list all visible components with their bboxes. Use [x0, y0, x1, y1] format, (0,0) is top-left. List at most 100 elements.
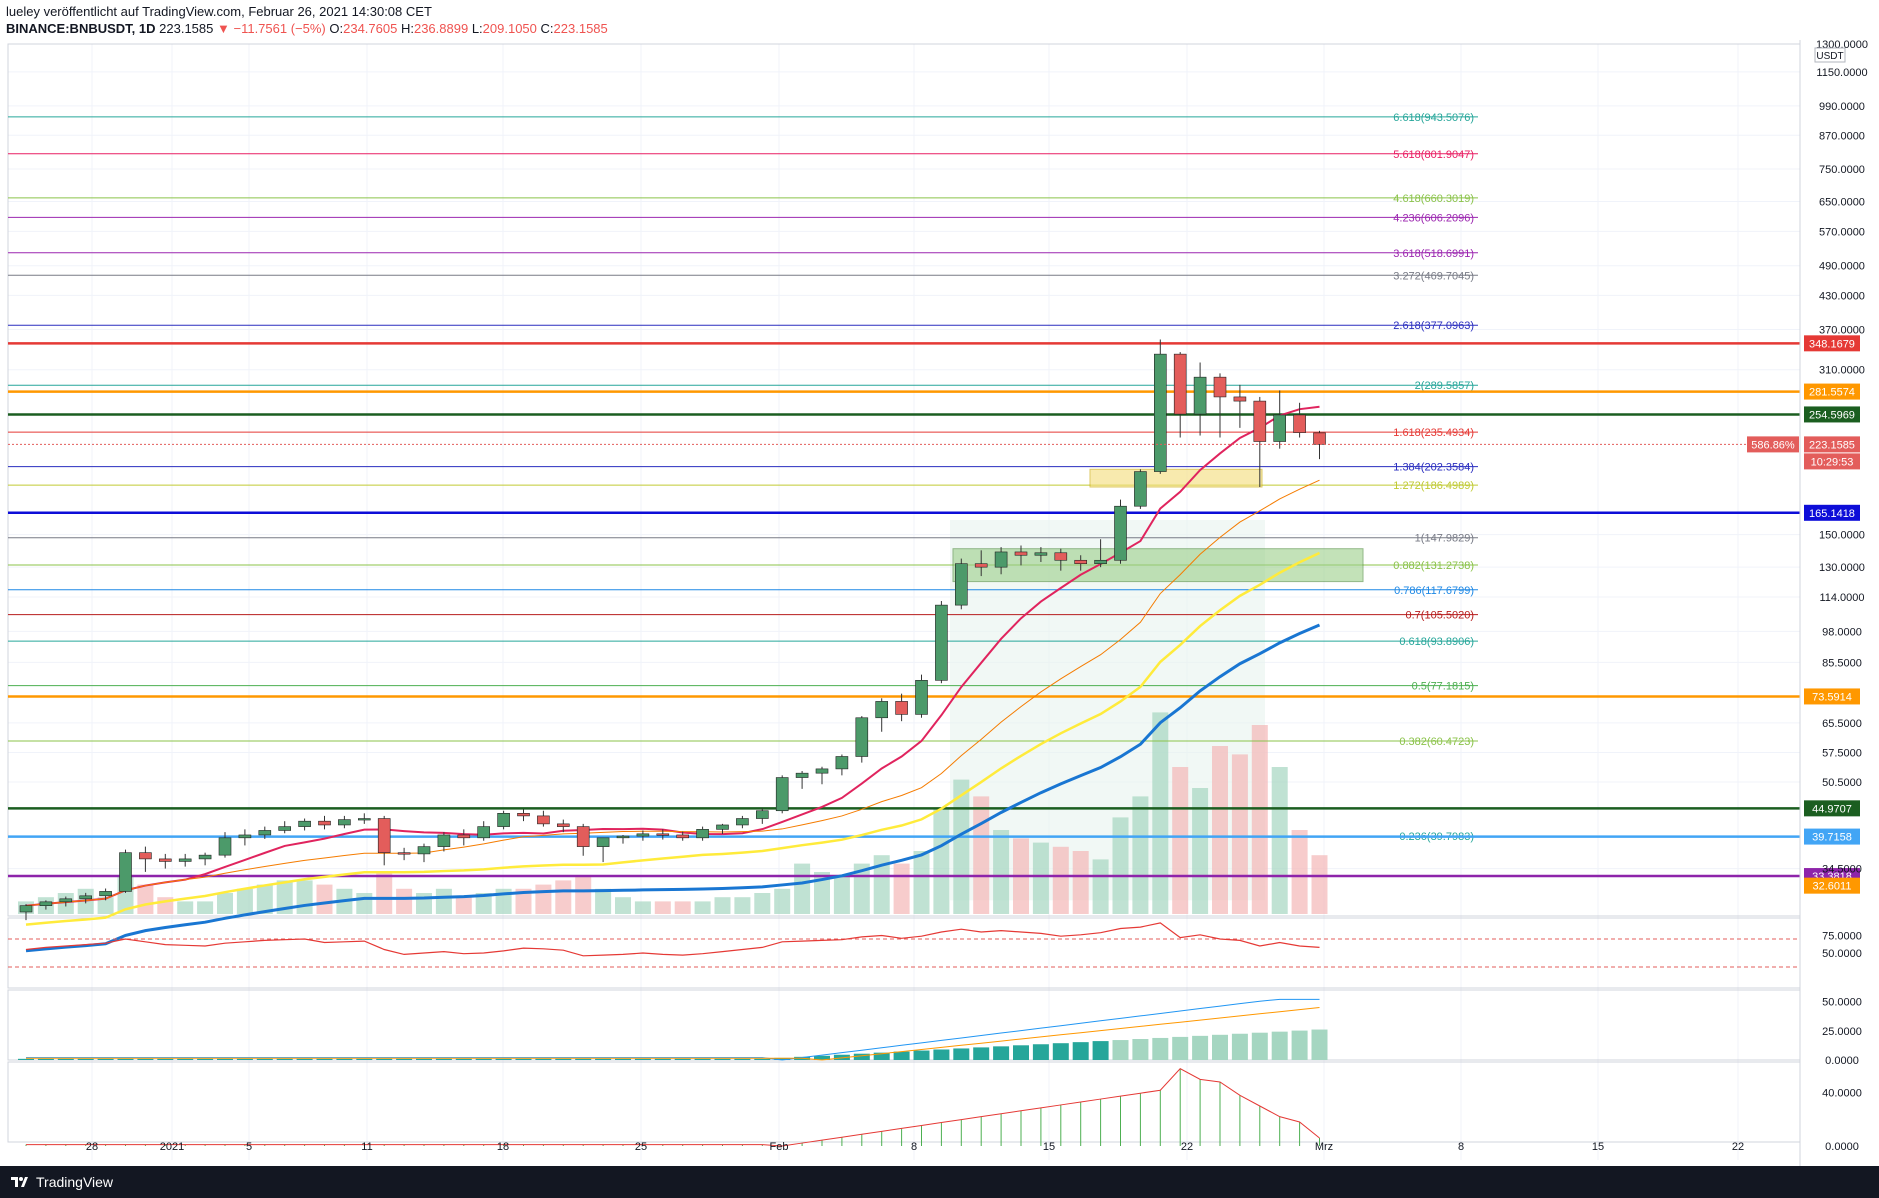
candle-body[interactable]: [119, 852, 132, 892]
volume-bar: [1192, 788, 1209, 914]
candle-body[interactable]: [298, 820, 311, 827]
tradingview-logo-icon[interactable]: [10, 1172, 30, 1192]
dmi-hist-bar: [77, 1058, 94, 1060]
time-axis-tick: 2021: [160, 1141, 184, 1153]
candle-body[interactable]: [59, 898, 73, 903]
candle-body[interactable]: [1193, 376, 1207, 415]
candle-body[interactable]: [517, 813, 530, 817]
candle-body[interactable]: [954, 563, 968, 606]
volume-bar: [276, 880, 293, 914]
candle-body[interactable]: [537, 815, 550, 825]
candle-body[interactable]: [636, 833, 650, 837]
candle-body[interactable]: [278, 826, 292, 831]
volume-bar: [316, 884, 333, 914]
candle-body[interactable]: [815, 768, 829, 774]
dmi-hist-bar: [1032, 1044, 1049, 1060]
brand-name[interactable]: TradingView: [36, 1174, 114, 1190]
support-zone-green[interactable]: [952, 548, 1364, 583]
candle-body[interactable]: [79, 895, 92, 900]
candle-body[interactable]: [676, 834, 690, 839]
candle-body[interactable]: [835, 756, 849, 770]
dmi-hist-bar: [157, 1058, 174, 1060]
candle-body[interactable]: [656, 833, 670, 836]
candle-body[interactable]: [178, 858, 192, 862]
candle-body[interactable]: [238, 834, 252, 839]
volume-bar: [575, 876, 592, 914]
candle-body[interactable]: [755, 810, 769, 819]
dmi-hist-bar: [97, 1058, 114, 1060]
candle-body[interactable]: [1293, 414, 1306, 433]
candle-body[interactable]: [437, 834, 451, 847]
candle-body[interactable]: [1094, 559, 1107, 564]
candle-body[interactable]: [616, 835, 630, 839]
candle-body[interactable]: [338, 819, 351, 826]
candle-body[interactable]: [19, 905, 33, 913]
price-chart[interactable]: 6.618(943.5076) 5.618(801.9047) 4.618(660.…: [0, 40, 1879, 1166]
candle-body[interactable]: [318, 820, 331, 826]
open-label: O:: [329, 21, 344, 36]
candle-body[interactable]: [795, 772, 809, 778]
candle-body[interactable]: [974, 563, 988, 568]
candle-body[interactable]: [1014, 551, 1028, 556]
candle-body[interactable]: [1154, 353, 1167, 472]
candle-body[interactable]: [497, 813, 510, 827]
price-axis-tick: 34.5000: [1822, 864, 1862, 876]
candle-body[interactable]: [159, 858, 172, 862]
price-axis-tick: 430.0000: [1819, 290, 1865, 302]
candle-body[interactable]: [1134, 471, 1147, 507]
price-tag-bg: [1804, 383, 1860, 400]
candle-body[interactable]: [895, 701, 908, 715]
dmi-axis-tick: 50.0000: [1822, 997, 1862, 1009]
candle-body[interactable]: [1074, 559, 1087, 564]
candle-body[interactable]: [1233, 396, 1247, 402]
candle-body[interactable]: [875, 701, 889, 719]
dmi-hist-bar: [774, 1057, 791, 1060]
dmi-hist-bar: [913, 1050, 930, 1060]
candle-body[interactable]: [1273, 414, 1286, 442]
candle-body[interactable]: [198, 854, 212, 860]
candle-body[interactable]: [139, 852, 152, 860]
candle-body[interactable]: [397, 852, 411, 855]
candle-body[interactable]: [736, 818, 749, 826]
candle-body[interactable]: [99, 891, 112, 897]
candle-body[interactable]: [556, 823, 570, 827]
candle-body[interactable]: [716, 824, 729, 830]
candle-body[interactable]: [596, 837, 610, 847]
candle-body[interactable]: [377, 818, 391, 853]
support-zone-yellow[interactable]: [1089, 468, 1263, 488]
candle-body[interactable]: [1213, 376, 1227, 398]
dmi-hist-bar: [1172, 1036, 1189, 1060]
candle-body[interactable]: [994, 551, 1008, 568]
candle-body[interactable]: [1313, 432, 1326, 445]
candle-body[interactable]: [1173, 353, 1187, 415]
countdown-tag-bg: [1804, 453, 1860, 470]
price-axis-tick: 990.0000: [1819, 101, 1865, 113]
candle-body[interactable]: [39, 901, 53, 906]
dmi-hist-bar: [435, 1058, 452, 1060]
candle-body[interactable]: [1034, 552, 1048, 556]
candle-body[interactable]: [218, 837, 232, 856]
candle-body[interactable]: [357, 818, 371, 821]
candle-body[interactable]: [935, 604, 948, 681]
time-axis-tick: 18: [497, 1141, 509, 1153]
candle-body[interactable]: [696, 829, 709, 839]
candle-body[interactable]: [915, 680, 928, 715]
horizontal-level-tag: 348.1679: [1809, 338, 1855, 350]
candle-body[interactable]: [1253, 400, 1267, 442]
candle-body[interactable]: [775, 777, 789, 812]
candle-body[interactable]: [417, 846, 431, 855]
candle-body[interactable]: [1054, 552, 1068, 561]
volume-bar: [1112, 817, 1129, 914]
candle-body[interactable]: [855, 717, 869, 757]
candle-body[interactable]: [1114, 505, 1127, 561]
candle-body[interactable]: [477, 826, 491, 839]
dmi-hist-bar: [714, 1058, 731, 1060]
candle-body[interactable]: [258, 830, 272, 836]
volume-bar: [475, 893, 492, 914]
candle-body[interactable]: [457, 834, 471, 839]
dmi-hist-bar: [416, 1058, 432, 1060]
fib-level-label: 0.786(117.6799): [1394, 585, 1474, 597]
candle-body[interactable]: [576, 826, 590, 847]
unit-badge[interactable]: [1814, 47, 1846, 63]
symbol-label[interactable]: BINANCE:BNBUSDT, 1D: [6, 21, 156, 36]
